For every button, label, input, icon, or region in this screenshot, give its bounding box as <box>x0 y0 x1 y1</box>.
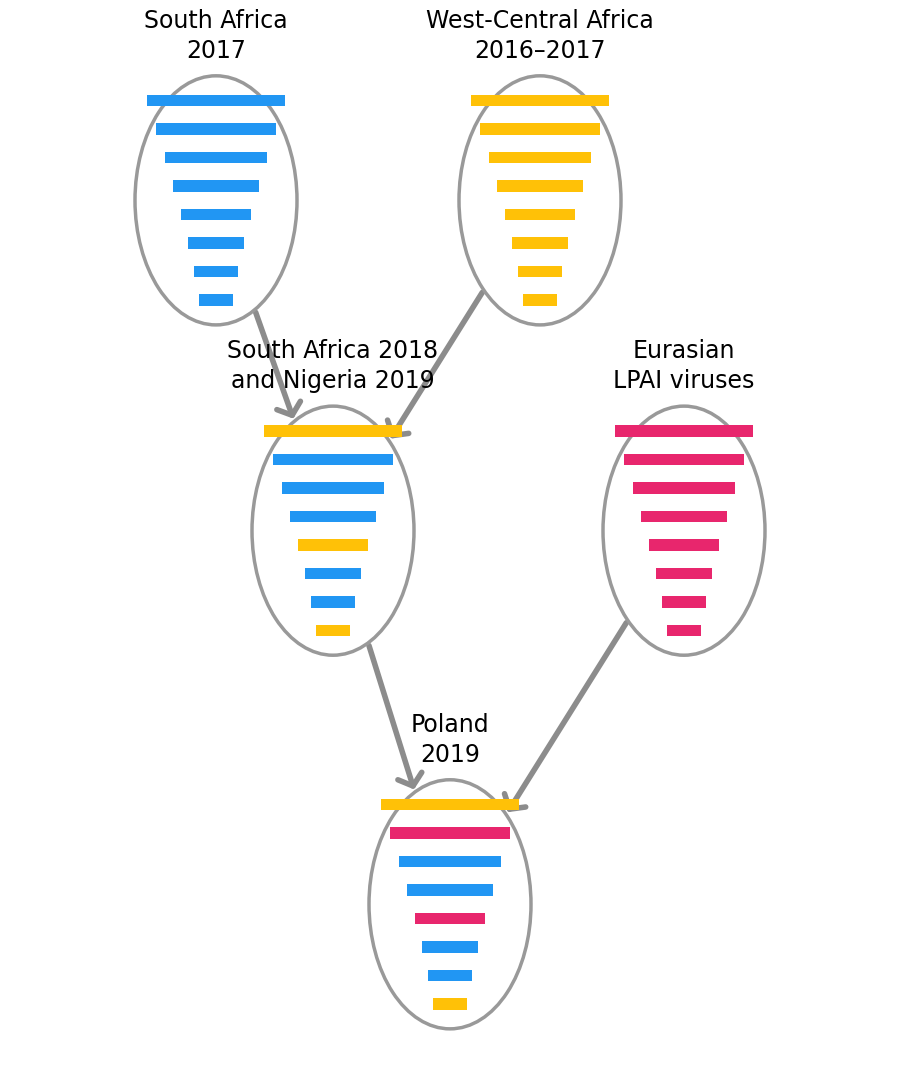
Bar <box>524 295 556 305</box>
Bar <box>194 265 238 277</box>
Bar <box>282 482 384 494</box>
Bar <box>642 511 726 522</box>
Bar <box>291 511 375 522</box>
Bar <box>480 123 600 135</box>
Bar <box>434 999 466 1009</box>
Bar <box>174 181 258 192</box>
Bar <box>399 856 501 867</box>
Text: Poland
2019: Poland 2019 <box>410 713 490 767</box>
Bar <box>668 625 700 636</box>
Bar <box>165 152 267 164</box>
Text: South Africa 2018
and Nigeria 2019: South Africa 2018 and Nigeria 2019 <box>228 339 438 393</box>
Text: Eurasian
LPAI viruses: Eurasian LPAI viruses <box>613 339 755 393</box>
Bar <box>498 181 582 192</box>
Bar <box>656 567 712 579</box>
Text: South Africa
2017: South Africa 2017 <box>144 9 288 63</box>
Bar <box>428 969 472 981</box>
Bar <box>624 454 744 466</box>
Bar <box>616 426 752 436</box>
Bar <box>317 625 349 636</box>
Bar <box>518 265 562 277</box>
Bar <box>633 482 735 494</box>
Bar <box>649 539 719 550</box>
Bar <box>505 209 575 220</box>
Bar <box>408 885 492 896</box>
Bar <box>422 941 478 953</box>
Bar <box>311 596 355 608</box>
Bar <box>298 539 368 550</box>
Bar <box>273 454 393 466</box>
Bar <box>382 799 518 810</box>
Bar <box>305 567 361 579</box>
Bar <box>188 237 244 249</box>
Bar <box>472 95 608 106</box>
Bar <box>415 913 485 924</box>
Bar <box>265 426 401 436</box>
Bar <box>200 295 232 305</box>
Bar <box>181 209 251 220</box>
Bar <box>662 596 706 608</box>
Bar <box>147 95 284 106</box>
Text: West-Central Africa
2016–2017: West-Central Africa 2016–2017 <box>426 9 654 63</box>
Bar <box>156 123 276 135</box>
Bar <box>489 152 591 164</box>
Bar <box>390 827 510 839</box>
Bar <box>512 237 568 249</box>
